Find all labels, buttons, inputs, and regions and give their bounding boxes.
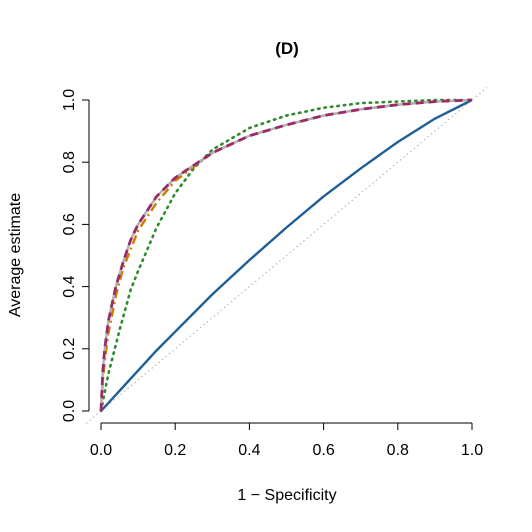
y-tick-label: 0.6 xyxy=(61,213,78,235)
y-tick-label: 0.2 xyxy=(61,338,78,360)
series-line-3 xyxy=(99,98,473,412)
series-line-1 xyxy=(100,98,473,412)
x-axis-label: 1 − Specificity xyxy=(237,487,336,504)
plot-area xyxy=(85,87,488,424)
x-tick-label: 0.4 xyxy=(238,442,260,459)
x-axis: 0.0 0.2 0.4 0.6 0.8 1.0 xyxy=(90,422,483,459)
y-tick-label: 0.0 xyxy=(61,400,78,422)
reference-diagonal-line xyxy=(85,87,488,424)
x-tick-label: 0.8 xyxy=(387,442,409,459)
y-axis-label: Average estimate xyxy=(7,193,24,317)
chart-title: (D) xyxy=(275,39,299,58)
x-tick-label: 0.6 xyxy=(312,442,334,459)
x-tick-label: 1.0 xyxy=(461,442,483,459)
y-tick-label: 0.4 xyxy=(61,275,78,297)
y-tick-label: 0.8 xyxy=(61,151,78,173)
series-line-2 xyxy=(99,98,474,413)
series-line-5 xyxy=(99,98,473,412)
y-axis: 0.0 0.2 0.4 0.6 0.8 1.0 xyxy=(61,89,90,422)
x-tick-label: 0.0 xyxy=(90,442,112,459)
x-tick-label: 0.2 xyxy=(164,442,186,459)
y-tick-label: 1.0 xyxy=(61,89,78,111)
